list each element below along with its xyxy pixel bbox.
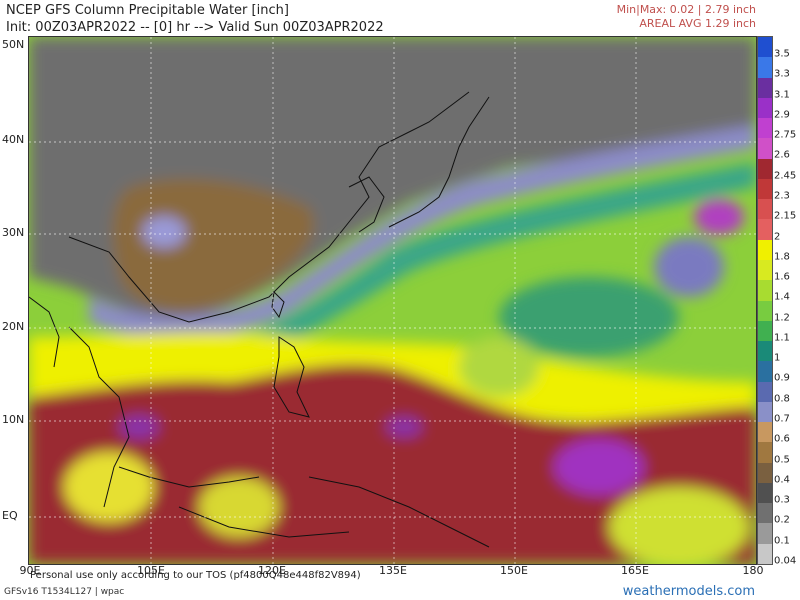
teal-front <box>199 162 756 372</box>
lavender-basin <box>142 216 186 248</box>
colorbar-label: 0.2 <box>774 514 790 526</box>
colorbar <box>757 36 773 565</box>
colorbar-label: 1 <box>774 352 781 364</box>
colorbar-label: 2.75 <box>774 129 797 141</box>
colorbar-segment <box>758 482 772 504</box>
borneo-coast <box>118 466 260 488</box>
yellow-patch-east <box>609 487 749 564</box>
lon-label-180: 180 <box>742 564 764 577</box>
areal-avg-text: AREAL AVG 1.29 inch <box>639 17 756 30</box>
yellow-patch-center <box>199 477 279 537</box>
colorbar-segment <box>758 97 772 119</box>
colorbar-segment <box>758 503 772 524</box>
model-label: GFSv16 T1534L127 | wpac <box>4 587 125 597</box>
colorbar-label: 2 <box>774 231 781 243</box>
colorbar-segment <box>758 361 772 383</box>
pwat-map-svg <box>29 37 756 564</box>
lon-label-105e: 105E <box>137 564 165 577</box>
lat-label-50n: 50N <box>2 38 25 51</box>
colorbar-segment <box>758 422 772 443</box>
colorbar-label: 3.5 <box>774 48 790 60</box>
colorbar-segment <box>758 199 772 220</box>
lavender-band <box>89 125 756 339</box>
colorbar-label: 1.2 <box>774 312 790 324</box>
lat-label-10n: 10N <box>2 413 25 426</box>
lat-label-30n: 30N <box>2 226 25 239</box>
colorbar-label: 0.04 <box>774 555 797 567</box>
colorbar-label: 2.15 <box>774 210 797 222</box>
colorbar-segment <box>758 178 772 200</box>
lon-label-165e: 165E <box>621 564 649 577</box>
lon-label-90e: 90E <box>19 564 41 577</box>
colorbar-label: 2.9 <box>774 109 790 121</box>
colorbar-label: 1.8 <box>774 251 790 263</box>
colorbar-label: 1.6 <box>774 271 790 283</box>
purple-swirl-ne <box>694 199 744 235</box>
purple-max-west <box>119 415 159 439</box>
philippines-coast <box>273 336 310 418</box>
lat-label-40n: 40N <box>2 133 25 146</box>
colorbar-label: 0.4 <box>774 474 790 486</box>
chart-title: NCEP GFS Column Precipitable Water [inch… <box>6 3 289 18</box>
colorbar-label: 0.9 <box>774 372 790 384</box>
colorbar-label: 0.1 <box>774 535 790 547</box>
purple-max-east <box>554 439 644 495</box>
colorbar-label: 0.8 <box>774 393 790 405</box>
purple-max-center <box>386 417 422 437</box>
colorbar-segment <box>758 300 772 322</box>
colorbar-label: 3.1 <box>774 89 790 101</box>
pwat-map <box>28 36 757 565</box>
lon-label-150e: 150E <box>500 564 528 577</box>
colorbar-label: 1.4 <box>774 291 790 303</box>
stats-box: Min|Max: 0.02 | 2.79 inch AREAL AVG 1.29… <box>617 3 756 31</box>
colorbar-segment <box>758 341 772 362</box>
colorbar-segment <box>758 239 772 261</box>
colorbar-segment <box>758 523 772 545</box>
colorbar-label: 0.5 <box>774 454 790 466</box>
colorbar-label: 3.3 <box>774 68 790 80</box>
init-valid-line: Init: 00Z03APR2022 -- [0] hr --> Valid S… <box>6 20 384 35</box>
korea-coast <box>348 176 385 233</box>
colorbar-segment <box>758 543 772 565</box>
colorbar-label: 2.45 <box>774 170 797 182</box>
lat-label-20n: 20N <box>2 320 25 333</box>
lon-label-135e: 135E <box>379 564 407 577</box>
colorbar-segment <box>758 462 772 484</box>
colorbar-segment <box>758 77 772 99</box>
colorbar-label: 2.6 <box>774 149 790 161</box>
colorbar-segment <box>758 401 772 423</box>
colorbar-segment <box>758 280 772 301</box>
colorbar-segment <box>758 320 772 342</box>
lat-label-eq: EQ <box>2 509 18 522</box>
china-coast <box>68 91 470 323</box>
colorbar-segment <box>758 57 772 79</box>
colorbar-segment <box>758 158 772 180</box>
brown-land-region <box>112 178 315 312</box>
colorbar-segment <box>758 118 772 139</box>
tos-note: Personal use only according to our TOS (… <box>30 570 361 581</box>
colorbar-label: 1.1 <box>774 332 790 344</box>
colorbar-segment <box>758 381 772 403</box>
minmax-text: Min|Max: 0.02 | 2.79 inch <box>616 3 756 16</box>
colorbar-segment <box>758 259 772 281</box>
colorbar-segment <box>758 37 772 58</box>
lon-label-120e: 120E <box>258 564 286 577</box>
lavender-swirl-ne <box>654 237 724 297</box>
green-eddy <box>499 277 679 357</box>
colorbar-label: 0.3 <box>774 494 790 506</box>
burma-coast <box>29 296 60 368</box>
colorbar-label: 0.6 <box>774 433 790 445</box>
new-guinea-coast <box>308 476 490 548</box>
indochina-coast <box>68 326 130 508</box>
colorbar-label: 2.3 <box>774 190 790 202</box>
site-link[interactable]: weathermodels.com <box>622 584 755 599</box>
colorbar-label: 0.7 <box>774 413 790 425</box>
colorbar-segment <box>758 138 772 160</box>
light-green-swirl <box>459 337 539 397</box>
japan-coast <box>388 96 490 228</box>
colorbar-segment <box>758 219 772 241</box>
colorbar-segment <box>758 442 772 464</box>
chart-header: NCEP GFS Column Precipitable Water [inch… <box>6 2 384 36</box>
